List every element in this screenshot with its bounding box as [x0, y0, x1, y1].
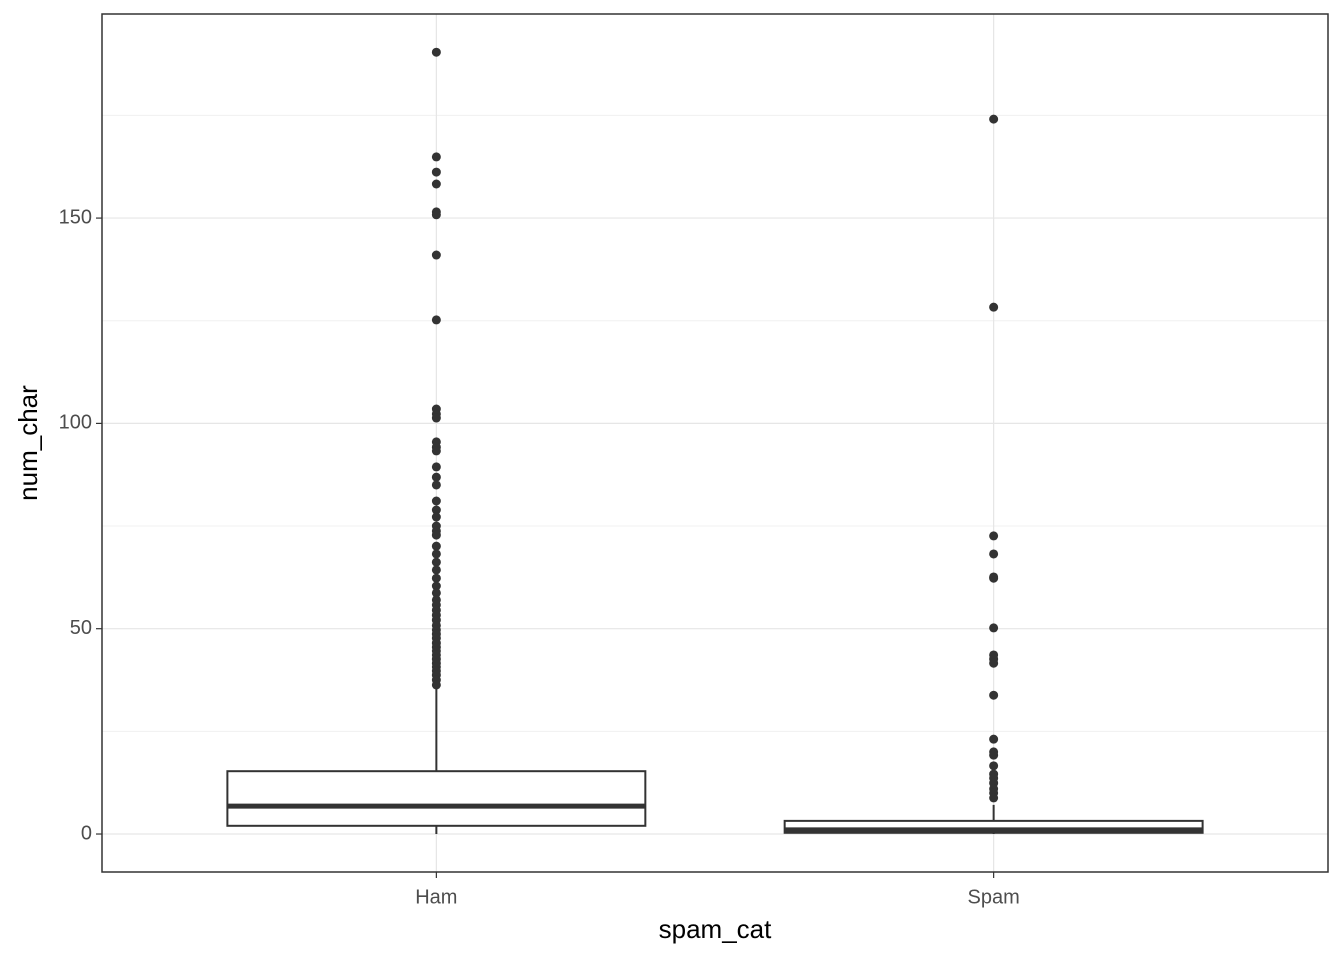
y-tick-label: 150	[59, 206, 92, 228]
outlier	[431, 480, 441, 490]
outlier	[431, 462, 441, 472]
outlier	[431, 530, 441, 540]
outlier	[989, 302, 999, 312]
outlier	[431, 541, 441, 551]
outlier	[989, 623, 999, 633]
x-tick-label: Spam	[968, 886, 1020, 908]
outlier	[431, 47, 441, 57]
outlier	[431, 581, 441, 591]
outlier	[431, 210, 441, 220]
y-tick-label: 100	[59, 412, 92, 434]
outlier	[431, 549, 441, 559]
outlier	[431, 167, 441, 177]
outlier	[431, 413, 441, 423]
outlier	[431, 152, 441, 162]
outlier	[431, 557, 441, 567]
outlier	[431, 588, 441, 598]
x-tick-label: Ham	[415, 886, 457, 908]
outlier	[989, 549, 999, 559]
outlier	[431, 505, 441, 515]
outlier	[989, 531, 999, 541]
outlier	[989, 750, 999, 760]
outlier	[431, 446, 441, 456]
outlier	[431, 680, 441, 690]
x-axis-title: spam_cat	[659, 914, 772, 944]
y-tick-label: 0	[81, 822, 92, 844]
panel-border	[101, 13, 1329, 873]
y-tick-label: 50	[70, 617, 92, 639]
outlier	[431, 250, 441, 260]
outlier	[431, 573, 441, 583]
outlier	[989, 793, 999, 803]
outlier	[431, 315, 441, 325]
outlier	[989, 658, 999, 668]
outlier	[989, 114, 999, 124]
outlier	[431, 496, 441, 506]
outlier	[989, 690, 999, 700]
outlier	[989, 734, 999, 744]
box	[783, 819, 1204, 834]
box	[226, 770, 647, 827]
outlier	[989, 573, 999, 583]
outlier	[431, 472, 441, 482]
y-axis-title: num_char	[13, 385, 43, 501]
outlier	[431, 512, 441, 522]
outlier	[431, 179, 441, 189]
outlier	[431, 565, 441, 575]
outlier	[989, 761, 999, 771]
